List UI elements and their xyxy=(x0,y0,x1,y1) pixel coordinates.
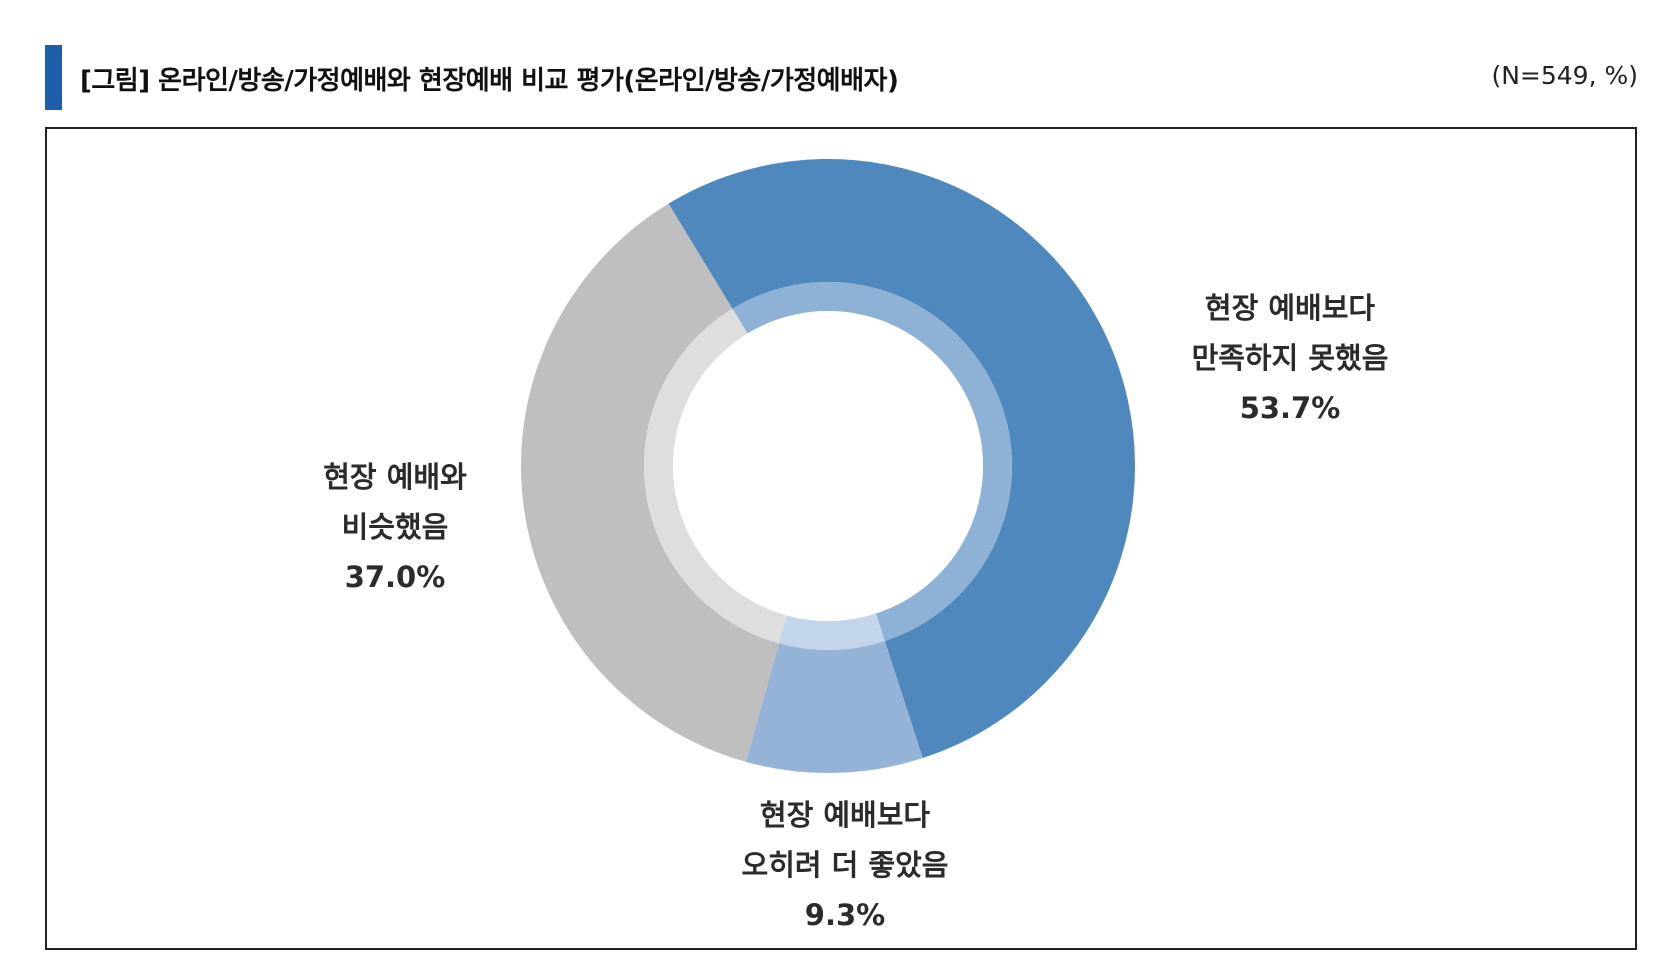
slice-label-better-line1: 현장 예배보다 xyxy=(759,798,931,832)
slice-label-dissatisfied-line1: 현장 예배보다 xyxy=(1204,291,1376,325)
donut-inner-band-dissatisfied xyxy=(732,282,1012,642)
slice-label-dissatisfied: 현장 예배보다 만족하지 못했음 53.7% xyxy=(1145,283,1435,433)
donut-slice-dissatisfied xyxy=(668,158,1135,759)
slice-value-dissatisfied: 53.7% xyxy=(1239,391,1341,425)
chart-frame xyxy=(45,127,1637,950)
donut-slice-similar xyxy=(520,203,779,762)
figure-title: [그림] 온라인/방송/가정예배와 현장예배 비교 평가(온라인/방송/가정예배… xyxy=(80,66,899,96)
slice-label-similar-line1: 현장 예배와 xyxy=(323,460,467,494)
slice-label-similar-line2: 비슷했음 xyxy=(341,510,449,544)
donut-inner-band-similar xyxy=(644,308,787,644)
slice-label-better-line2: 오히려 더 좋았음 xyxy=(741,848,949,882)
title-accent-bar xyxy=(45,45,62,110)
slice-label-dissatisfied-line2: 만족하지 못했음 xyxy=(1191,341,1389,375)
donut-inner-band-better xyxy=(778,613,885,650)
slice-value-better: 9.3% xyxy=(804,898,886,932)
donut-slice-better xyxy=(745,641,923,773)
slice-label-better: 현장 예배보다 오히려 더 좋았음 9.3% xyxy=(690,790,1000,940)
slice-value-similar: 37.0% xyxy=(344,560,446,594)
sample-note: (N=549, %) xyxy=(1491,61,1638,90)
donut-hole xyxy=(673,311,983,621)
slice-label-similar: 현장 예배와 비슷했음 37.0% xyxy=(290,452,500,602)
